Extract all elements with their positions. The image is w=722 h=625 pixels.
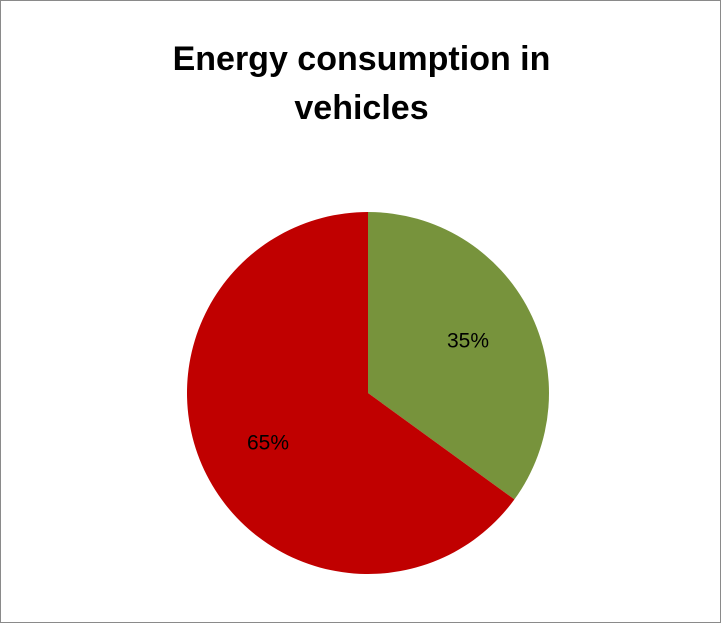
pie-slice-label-35: 35% bbox=[447, 330, 489, 353]
pie-slice-35 bbox=[368, 212, 549, 500]
chart-title-line-1: Energy consumption in bbox=[172, 40, 551, 78]
chart-title-line-2: vehicles bbox=[294, 89, 429, 128]
pie-slice-label-65: 65% bbox=[247, 431, 289, 454]
pie-slice-65 bbox=[186, 212, 515, 575]
chart-title: Energy consumption in vehicles bbox=[1, 35, 722, 134]
